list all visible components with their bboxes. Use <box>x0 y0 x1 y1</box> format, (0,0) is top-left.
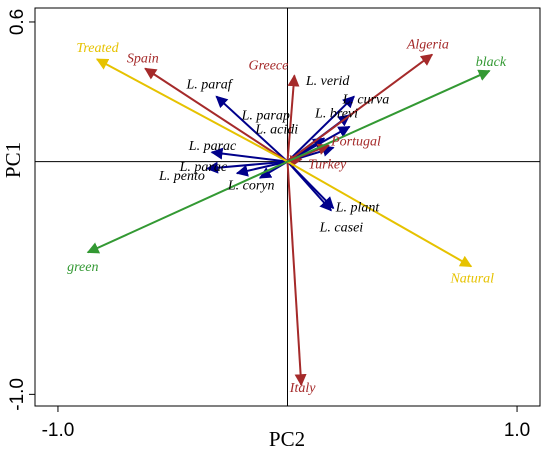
y-tick-label: -1.0 <box>7 378 28 411</box>
y-axis-title: PC1 <box>1 142 25 178</box>
vector-italy <box>286 161 307 387</box>
vector-algeria <box>286 53 434 163</box>
x-tick-label: -1.0 <box>42 420 75 441</box>
x-axis-title: PC2 <box>269 427 305 451</box>
vector-label-black: black <box>476 55 507 70</box>
vector-label-turkey: Turkey <box>308 158 347 173</box>
vector-label-l-parac: L. parac <box>179 160 228 175</box>
vector-label-spain: Spain <box>127 52 159 67</box>
vector-label-l-curva: L. curva <box>342 92 390 107</box>
vector-l-verid <box>286 95 355 163</box>
vector-label-treated: Treated <box>76 41 119 56</box>
vector-greece <box>286 74 300 162</box>
axis-ticks: -1.0 1.0 0.6 -1.0 <box>7 9 530 441</box>
loading-vectors <box>86 53 491 387</box>
vector-label-l-parap: L. parap <box>241 109 290 124</box>
y-tick-label: 0.6 <box>7 9 28 35</box>
vector-label-l-acidi: L. acidi <box>254 123 298 138</box>
vector-black <box>287 69 491 163</box>
x-tick-label: 1.0 <box>504 420 530 441</box>
vector-label-italy: Italy <box>289 381 316 396</box>
vector-spain <box>144 67 289 163</box>
vector-l-paraf <box>215 95 289 163</box>
vector-l-parac <box>210 147 288 163</box>
vector-treated <box>95 58 288 163</box>
vector-label-l-pento: L. pento <box>158 169 205 184</box>
vector-label-l-plant: L. plant <box>335 201 381 216</box>
vector-l-casei <box>286 160 335 210</box>
vector-label-green: green <box>67 260 98 275</box>
vector-label-l-paraf: L. paraf <box>186 77 234 92</box>
vector-label-l-coryn: L. coryn <box>227 179 275 194</box>
vector-label-algeria: Algeria <box>406 38 449 53</box>
vector-label-l-verid: L. verid <box>305 74 351 89</box>
vector-label-l-brevi: L. brevi <box>314 106 358 121</box>
vector-label-l-parac: L. parac <box>188 139 237 154</box>
vector-label-greece: Greece <box>248 59 288 74</box>
vector-green <box>86 160 288 254</box>
vector-natural <box>287 160 473 268</box>
vector-label-portugal: Portugal <box>330 134 381 149</box>
vector-label-natural: Natural <box>449 272 494 287</box>
vector-label-l-casei: L. casei <box>319 220 364 235</box>
